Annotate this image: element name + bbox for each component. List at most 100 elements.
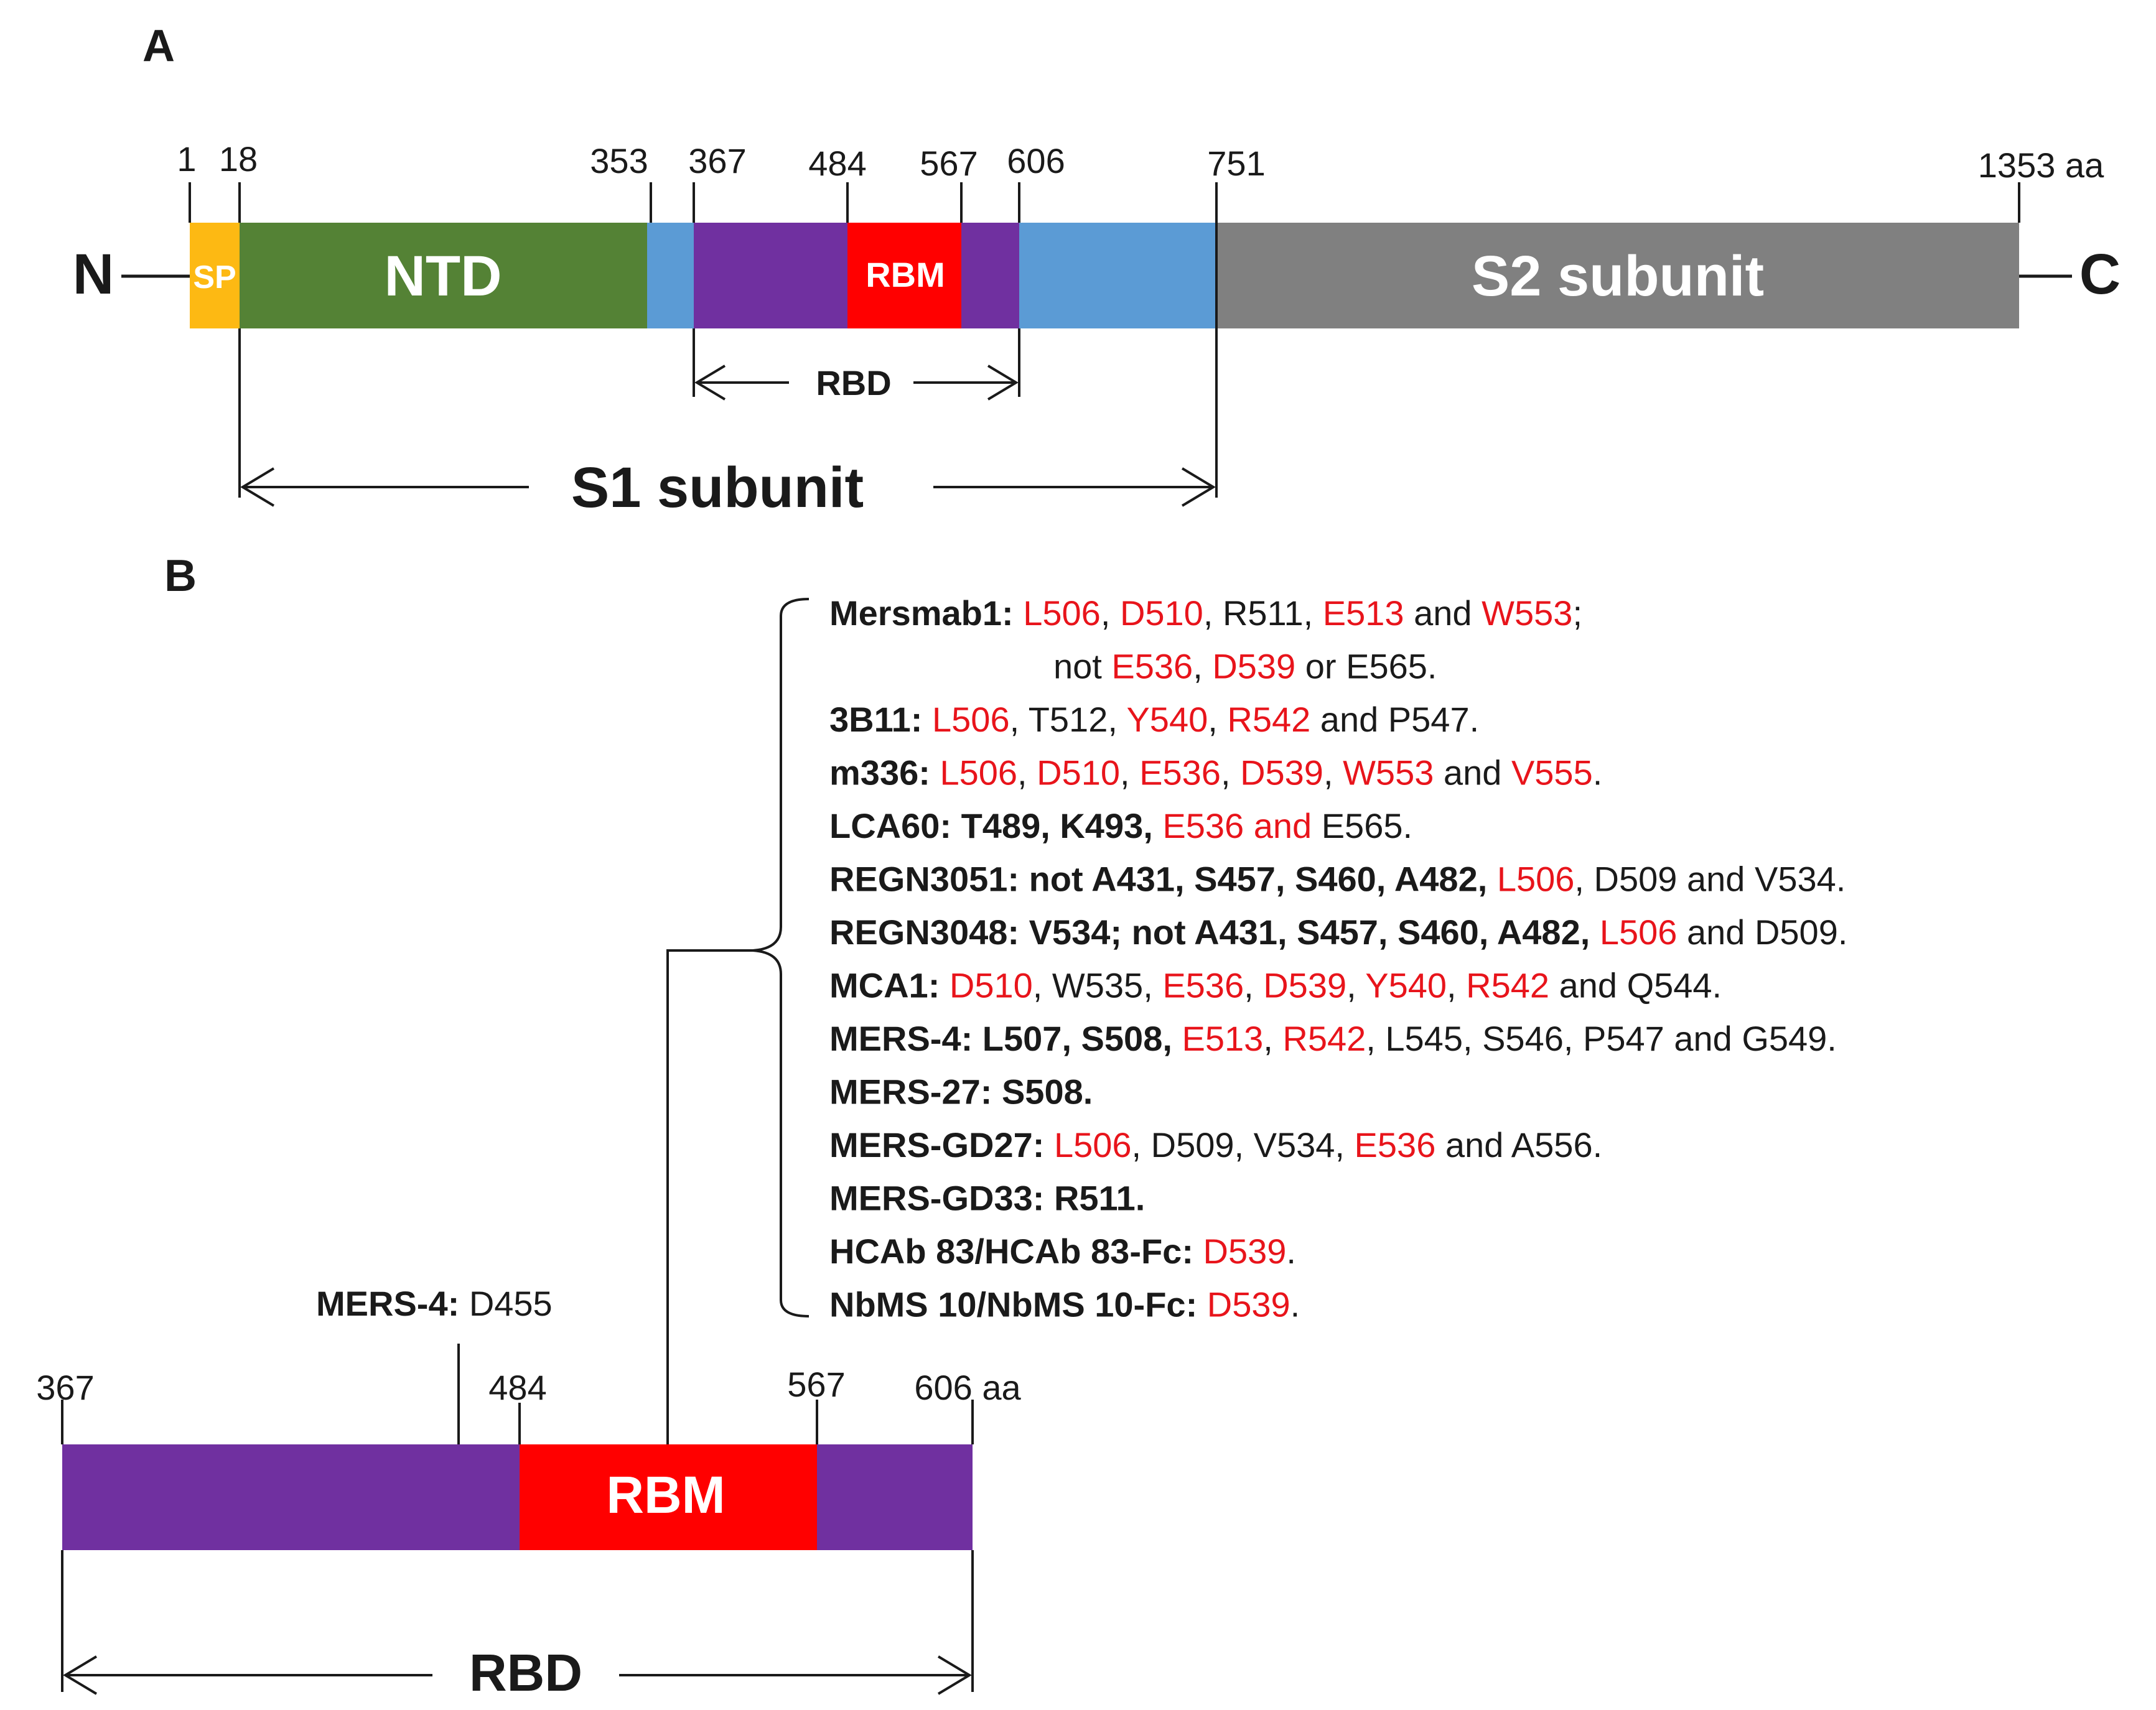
rbd-range-arrow-b — [61, 1550, 974, 1695]
epitope-text: : — [911, 700, 932, 739]
antibody-epitope-row: Mersmab1: L506, D510, R511, E513 and W55… — [829, 593, 1582, 633]
antibody-name: 3B11 — [829, 700, 911, 739]
antibody-name: Mersmab1 — [829, 593, 1002, 633]
epitope-residue-key: V555 — [1511, 753, 1593, 792]
epitope-residue-key: D510 — [1120, 593, 1203, 633]
epitope-text: , T512, — [1010, 700, 1127, 739]
s2-subunit-label: S2 subunit — [1472, 244, 1764, 308]
epitope-text: : not A431, S457, S460, A482, — [1007, 860, 1496, 899]
epitope-text: not — [1053, 647, 1111, 686]
antibody-name: MERS-4 — [829, 1019, 961, 1058]
rbd-bar-left — [62, 1444, 520, 1550]
pos-b-606: 606 aa — [914, 1368, 1021, 1407]
epitope-residue-key: E536 and — [1162, 806, 1312, 845]
epitope-residue-key: L506 — [1497, 860, 1575, 899]
epitope-residue-key: W553 — [1482, 593, 1572, 633]
epitope-text: , D509, V534, — [1132, 1125, 1355, 1164]
pos-367: 367 — [688, 141, 746, 180]
antibody-name: MERS-27 — [829, 1072, 981, 1112]
brace-connector-line — [666, 949, 753, 1444]
epitope-text: , D509 and V534. — [1574, 860, 1846, 899]
rbd-label-b: RBD — [469, 1643, 582, 1702]
s2-subunit-domain — [1216, 223, 2019, 328]
epitope-text: : — [1182, 1232, 1203, 1271]
s1-subunit-label: S1 subunit — [571, 456, 864, 519]
position-ticks-b — [61, 1400, 974, 1444]
epitope-residue-key: D539 — [1212, 647, 1295, 686]
antibody-name: MERS-GD33 — [829, 1179, 1033, 1218]
epitope-residue-key: R542 — [1227, 700, 1310, 739]
panel-b-label: B — [164, 551, 197, 601]
mers4-site-sep: : — [448, 1284, 469, 1323]
epitope-residue-key: D510 — [1037, 753, 1120, 792]
sp-label: SP — [193, 259, 236, 295]
pos-353: 353 — [590, 141, 648, 180]
antibody-brace — [752, 598, 810, 1317]
mers4-site-residue: D455 — [469, 1284, 553, 1323]
epitope-text: , — [1346, 966, 1365, 1005]
antibody-epitope-list: Mersmab1: L506, D510, R511, E513 and W55… — [829, 593, 1847, 1324]
mers4-site-name: MERS-4 — [316, 1284, 448, 1323]
epitope-residue-key: E536 — [1139, 753, 1221, 792]
rbd-bar-right — [817, 1444, 973, 1550]
epitope-text: : — [918, 753, 940, 792]
epitope-residue-key: D539 — [1263, 966, 1346, 1005]
antibody-name: REGN3051 — [829, 860, 1007, 899]
epitope-text: : T489, K493, — [940, 806, 1162, 845]
epitope-text: : — [928, 966, 950, 1005]
antibody-epitope-row: MERS-GD27: L506, D509, V534, E536 and A5… — [829, 1125, 1602, 1164]
epitope-residue-key: E536 — [1355, 1125, 1436, 1164]
epitope-text: : — [1186, 1285, 1207, 1324]
rbd-arrowhead-left — [694, 365, 726, 401]
antibody-epitope-row: MERS-27: S508. — [829, 1072, 1093, 1112]
epitope-residue-key: D539 — [1240, 753, 1323, 792]
epitope-residue-key: Y540 — [1365, 966, 1447, 1005]
antibody-epitope-row: MCA1: D510, W535, E536, D539, Y540, R542… — [829, 966, 1722, 1005]
mers4-d455-annotation: MERS-4: D455 — [316, 1284, 553, 1323]
epitope-text: : L507, S508, — [961, 1019, 1182, 1058]
epitope-text: . — [1593, 753, 1603, 792]
epitope-text: , — [1017, 753, 1037, 792]
antibody-name: MERS-GD27 — [829, 1125, 1033, 1164]
linker-domain-2 — [1019, 223, 1216, 328]
pos-b-484: 484 — [488, 1368, 546, 1407]
epitope-residue-key: E513 — [1182, 1019, 1263, 1058]
epitope-text: , W535, — [1033, 966, 1163, 1005]
epitope-text: E565. — [1312, 806, 1412, 845]
antibody-epitope-row: not E536, D539 or E565. — [1053, 647, 1437, 686]
epitope-text: : R511. — [1033, 1179, 1146, 1218]
antibody-name: NbMS 10/NbMS 10-Fc — [829, 1285, 1186, 1324]
epitope-residue-key: L506 — [1600, 913, 1678, 952]
rbm-bar — [520, 1444, 817, 1550]
epitope-text: and D509. — [1677, 913, 1847, 952]
s1-arrowhead-left — [240, 467, 275, 507]
antibody-epitope-row: MERS-GD33: R511. — [829, 1179, 1145, 1218]
epitope-text: ; — [1572, 593, 1582, 633]
epitope-residue-key: E536 — [1162, 966, 1244, 1005]
epitope-residue-key: L506 — [1054, 1125, 1132, 1164]
epitope-text: , R511, — [1203, 593, 1323, 633]
epitope-residue-key: L506 — [932, 700, 1010, 739]
panel-a-label: A — [142, 21, 175, 71]
pos-1: 1 — [177, 139, 196, 179]
epitope-residue-key: E536 — [1111, 647, 1193, 686]
epitope-residue-key: D539 — [1207, 1285, 1290, 1324]
epitope-text: . — [1290, 1285, 1300, 1324]
epitope-text: , — [1263, 1019, 1282, 1058]
antibody-epitope-row: LCA60: T489, K493, E536 and E565. — [829, 806, 1412, 845]
antibody-epitope-row: REGN3048: V534; not A431, S457, S460, A4… — [829, 913, 1847, 952]
epitope-text: , — [1208, 700, 1227, 739]
epitope-residue-key: R542 — [1282, 1019, 1366, 1058]
ntd-domain — [240, 223, 647, 328]
rbd-arrowhead-right — [987, 365, 1019, 401]
epitope-text: and — [1434, 753, 1511, 792]
rbd-label-a: RBD — [816, 363, 891, 402]
s1-range-arrow — [238, 223, 1218, 507]
epitope-text: : S508. — [981, 1072, 1093, 1112]
rbd-range-arrow-a — [693, 328, 1020, 401]
epitope-text: . — [1286, 1232, 1296, 1271]
epitope-residue-key: L506 — [1023, 593, 1101, 633]
epitope-text: : — [1033, 1125, 1054, 1164]
rbm-label-b: RBM — [606, 1466, 725, 1524]
